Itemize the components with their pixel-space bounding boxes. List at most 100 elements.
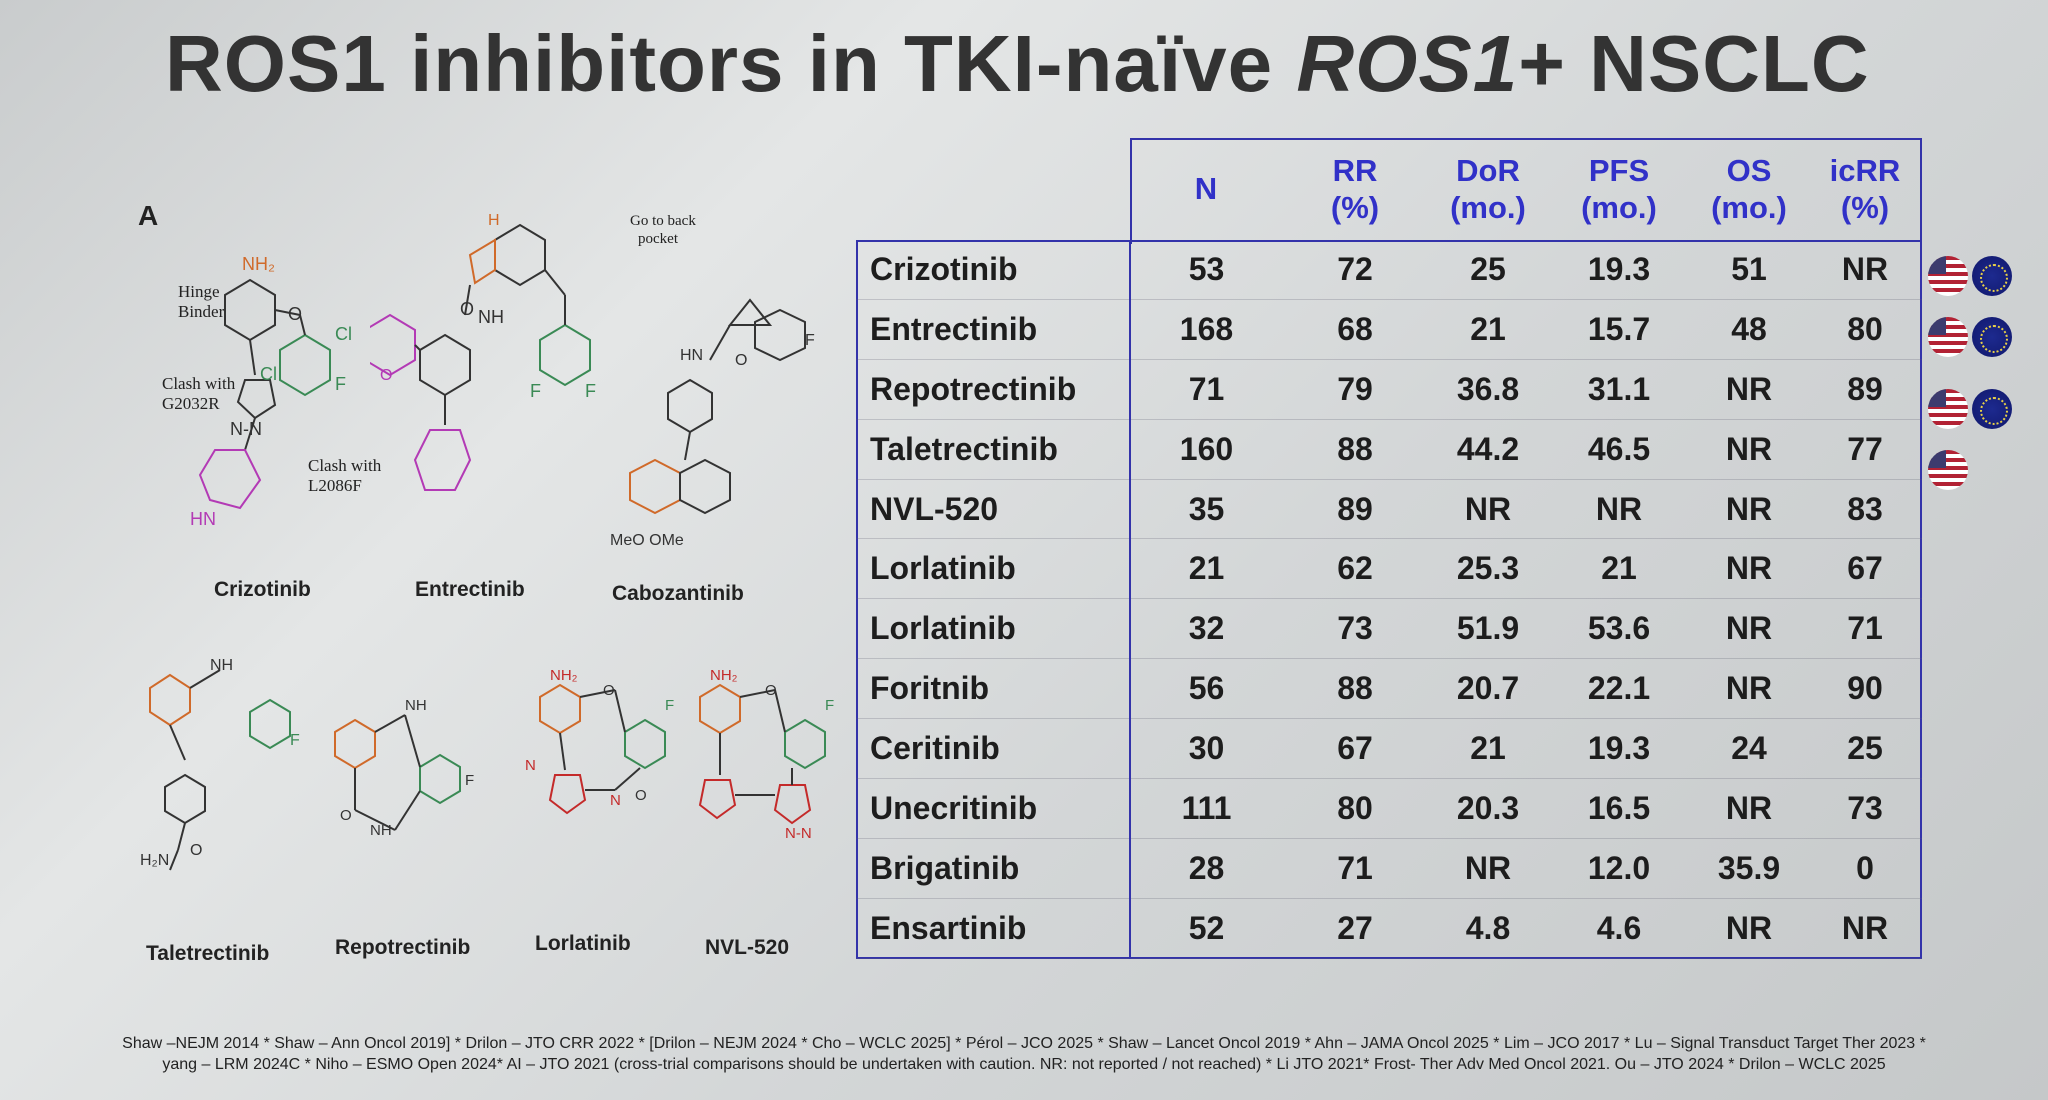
cell-pfs: 12.0 bbox=[1548, 838, 1690, 899]
structure-label-taletrectinib: Taletrectinib bbox=[146, 942, 270, 965]
cell-rr: 80 bbox=[1282, 778, 1428, 839]
efficacy-table: N RR (%) DoR (mo.) PFS (mo.) OS (mo.) ic… bbox=[856, 138, 1922, 959]
cell-dor: NR bbox=[1428, 838, 1548, 899]
entrectinib-structure: H O NH F F O bbox=[370, 205, 620, 535]
cell-pfs: 19.3 bbox=[1548, 240, 1690, 300]
svg-text:MeO OMe: MeO OMe bbox=[610, 532, 684, 549]
svg-text:NH: NH bbox=[405, 697, 427, 714]
eu-flag-icon bbox=[1972, 317, 2012, 357]
svg-text:O: O bbox=[635, 787, 647, 804]
references-footer: Shaw –NEJM 2014 * Shaw – Ann Oncol 2019]… bbox=[40, 1034, 2008, 1076]
svg-text:O: O bbox=[340, 807, 352, 824]
cell-dor: 44.2 bbox=[1428, 419, 1548, 480]
cell-drug: Lorlatinib bbox=[856, 538, 1131, 600]
table-header-row: N RR (%) DoR (mo.) PFS (mo.) OS (mo.) ic… bbox=[856, 138, 1922, 240]
cell-dor: 21 bbox=[1428, 718, 1548, 780]
table-row: Ensartinib 52 27 4.8 4.6 NR NR bbox=[856, 898, 1922, 959]
cabozantinib-structure: Go to back pocket HN O F MeO OMe bbox=[600, 210, 820, 550]
cell-os: 51 bbox=[1690, 240, 1808, 300]
cell-icrr: 90 bbox=[1808, 658, 1922, 720]
cell-pfs: 53.6 bbox=[1548, 598, 1690, 660]
header-drug bbox=[856, 138, 1130, 240]
table-row: Foritnib 56 88 20.7 22.1 NR 90 bbox=[856, 658, 1922, 720]
table-row: Unecritinib 111 80 20.3 16.5 NR 73 bbox=[856, 778, 1922, 839]
cell-icrr: 67 bbox=[1808, 538, 1922, 600]
cell-icrr: NR bbox=[1808, 240, 1922, 300]
header-os: OS (mo.) bbox=[1711, 152, 1787, 225]
cell-n: 21 bbox=[1130, 538, 1282, 600]
cell-n: 71 bbox=[1130, 359, 1282, 420]
cell-os: 48 bbox=[1690, 299, 1808, 360]
header-rr: RR (%) bbox=[1330, 152, 1380, 225]
svg-text:NH: NH bbox=[478, 307, 504, 327]
us-flag-icon bbox=[1928, 256, 1968, 296]
cell-icrr: 89 bbox=[1808, 359, 1922, 420]
cell-icrr: 83 bbox=[1808, 479, 1922, 540]
cell-dor: 36.8 bbox=[1428, 359, 1548, 420]
cell-icrr: 80 bbox=[1808, 299, 1922, 360]
cell-dor: 25.3 bbox=[1428, 538, 1548, 600]
cell-os: 35.9 bbox=[1690, 838, 1808, 899]
svg-text:N-N: N-N bbox=[230, 419, 262, 439]
cell-n: 52 bbox=[1130, 898, 1282, 959]
us-flag-icon bbox=[1928, 317, 1968, 357]
header-icrr: icRR (%) bbox=[1829, 152, 1901, 225]
cell-n: 168 bbox=[1130, 299, 1282, 360]
cell-rr: 62 bbox=[1282, 538, 1428, 600]
cell-drug: Ceritinib bbox=[856, 718, 1131, 780]
title-suffix: + NSCLC bbox=[1518, 19, 1870, 108]
cell-drug: Taletrectinib bbox=[856, 419, 1131, 480]
table-row: Ceritinib 30 67 21 19.3 24 25 bbox=[856, 718, 1922, 780]
cell-drug: Crizotinib bbox=[856, 240, 1131, 300]
cell-pfs: NR bbox=[1548, 479, 1690, 540]
cell-dor: 4.8 bbox=[1428, 898, 1548, 959]
cell-drug: Repotrectinib bbox=[856, 359, 1131, 420]
header-n: N bbox=[1194, 171, 1218, 207]
table-row: Repotrectinib 71 79 36.8 31.1 NR 89 bbox=[856, 359, 1922, 420]
cell-dor: 20.7 bbox=[1428, 658, 1548, 720]
cell-drug: Brigatinib bbox=[856, 838, 1131, 899]
cell-icrr: 71 bbox=[1808, 598, 1922, 660]
nvl520-structure: NH₂ O F N-N bbox=[680, 650, 850, 880]
cell-pfs: 16.5 bbox=[1548, 778, 1690, 839]
cell-os: NR bbox=[1690, 778, 1808, 839]
annotation-clash-g2032r: Clash with G2032R bbox=[162, 374, 236, 413]
cell-os: 24 bbox=[1690, 718, 1808, 780]
annotation-hinge: Hinge Binder bbox=[178, 282, 225, 321]
svg-text:NH: NH bbox=[210, 657, 233, 674]
cell-n: 56 bbox=[1130, 658, 1282, 720]
cell-os: NR bbox=[1690, 898, 1808, 959]
cell-os: NR bbox=[1690, 658, 1808, 720]
cell-rr: 88 bbox=[1282, 658, 1428, 720]
cell-pfs: 46.5 bbox=[1548, 419, 1690, 480]
svg-text:F: F bbox=[805, 332, 815, 349]
cell-n: 32 bbox=[1130, 598, 1282, 660]
svg-text:F: F bbox=[335, 374, 346, 394]
cell-rr: 73 bbox=[1282, 598, 1428, 660]
cell-pfs: 19.3 bbox=[1548, 718, 1690, 780]
svg-text:O: O bbox=[735, 352, 747, 369]
cell-pfs: 31.1 bbox=[1548, 359, 1690, 420]
svg-text:F: F bbox=[665, 697, 674, 714]
cell-dor: 21 bbox=[1428, 299, 1548, 360]
taletrectinib-structure: NH F H₂N O bbox=[130, 650, 320, 910]
table-row: Crizotinib 53 72 25 19.3 51 NR bbox=[856, 240, 1922, 300]
structure-label-nvl520: NVL-520 bbox=[705, 936, 790, 959]
cell-os: NR bbox=[1690, 479, 1808, 540]
annotation-clash-l2086f: Clash with L2086F bbox=[308, 456, 382, 495]
cell-rr: 79 bbox=[1282, 359, 1428, 420]
header-dor: DoR (mo.) bbox=[1450, 152, 1526, 225]
cell-n: 30 bbox=[1130, 718, 1282, 780]
cell-icrr: NR bbox=[1808, 898, 1922, 959]
table-row: Brigatinib 28 71 NR 12.0 35.9 0 bbox=[856, 838, 1922, 899]
svg-text:O: O bbox=[460, 299, 474, 319]
approval-flags-crizotinib bbox=[1928, 256, 2016, 296]
cell-drug: Foritnib bbox=[856, 658, 1131, 720]
us-flag-icon bbox=[1928, 389, 1968, 429]
cell-drug: NVL-520 bbox=[856, 479, 1131, 540]
structure-label-cabozantinib: Cabozantinib bbox=[612, 582, 744, 605]
cell-pfs: 22.1 bbox=[1548, 658, 1690, 720]
lorlatinib-structure: NH₂ O F N N O bbox=[525, 650, 695, 880]
cell-n: 28 bbox=[1130, 838, 1282, 899]
cell-rr: 89 bbox=[1282, 479, 1428, 540]
